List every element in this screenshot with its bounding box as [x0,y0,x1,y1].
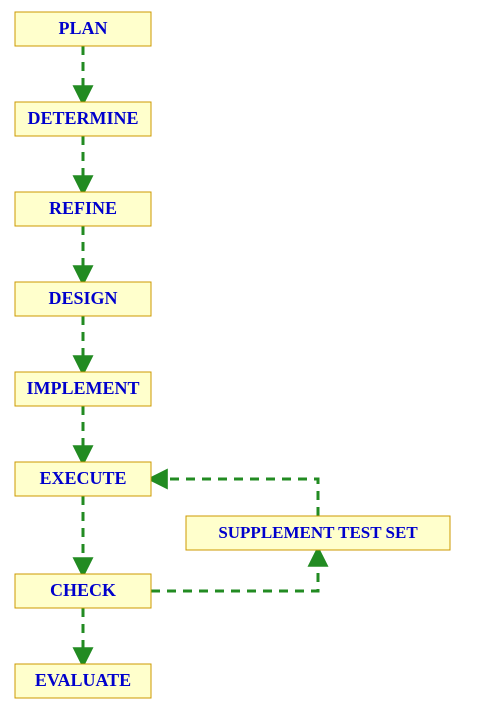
node-label-execute: EXECUTE [39,468,126,488]
node-label-plan: PLAN [59,18,108,38]
node-label-implement: IMPLEMENT [26,378,139,398]
nodes-layer: PLAN DETERMINE REFINE DESIGN IMPLEMENT EXECUT… [15,12,450,698]
node-label-determine: DETERMINE [27,108,138,128]
node-execute: EXECUTE [15,462,151,496]
node-check: CHECK [15,574,151,608]
node-label-evaluate: EVALUATE [35,670,131,690]
node-plan: PLAN [15,12,151,46]
flowchart-canvas: PLAN DETERMINE REFINE DESIGN IMPLEMENT EXECUT… [0,0,502,712]
edge-supplement-to-execute [151,479,318,516]
node-label-design: DESIGN [48,288,117,308]
edge-check-to-supplement [151,550,318,591]
node-label-check: CHECK [50,580,116,600]
edges-layer [83,46,318,664]
node-supplement: SUPPLEMENT TEST SET [186,516,450,550]
node-refine: REFINE [15,192,151,226]
node-label-refine: REFINE [49,198,117,218]
node-determine: DETERMINE [15,102,151,136]
node-label-supplement: SUPPLEMENT TEST SET [218,523,418,542]
node-design: DESIGN [15,282,151,316]
node-evaluate: EVALUATE [15,664,151,698]
node-implement: IMPLEMENT [15,372,151,406]
